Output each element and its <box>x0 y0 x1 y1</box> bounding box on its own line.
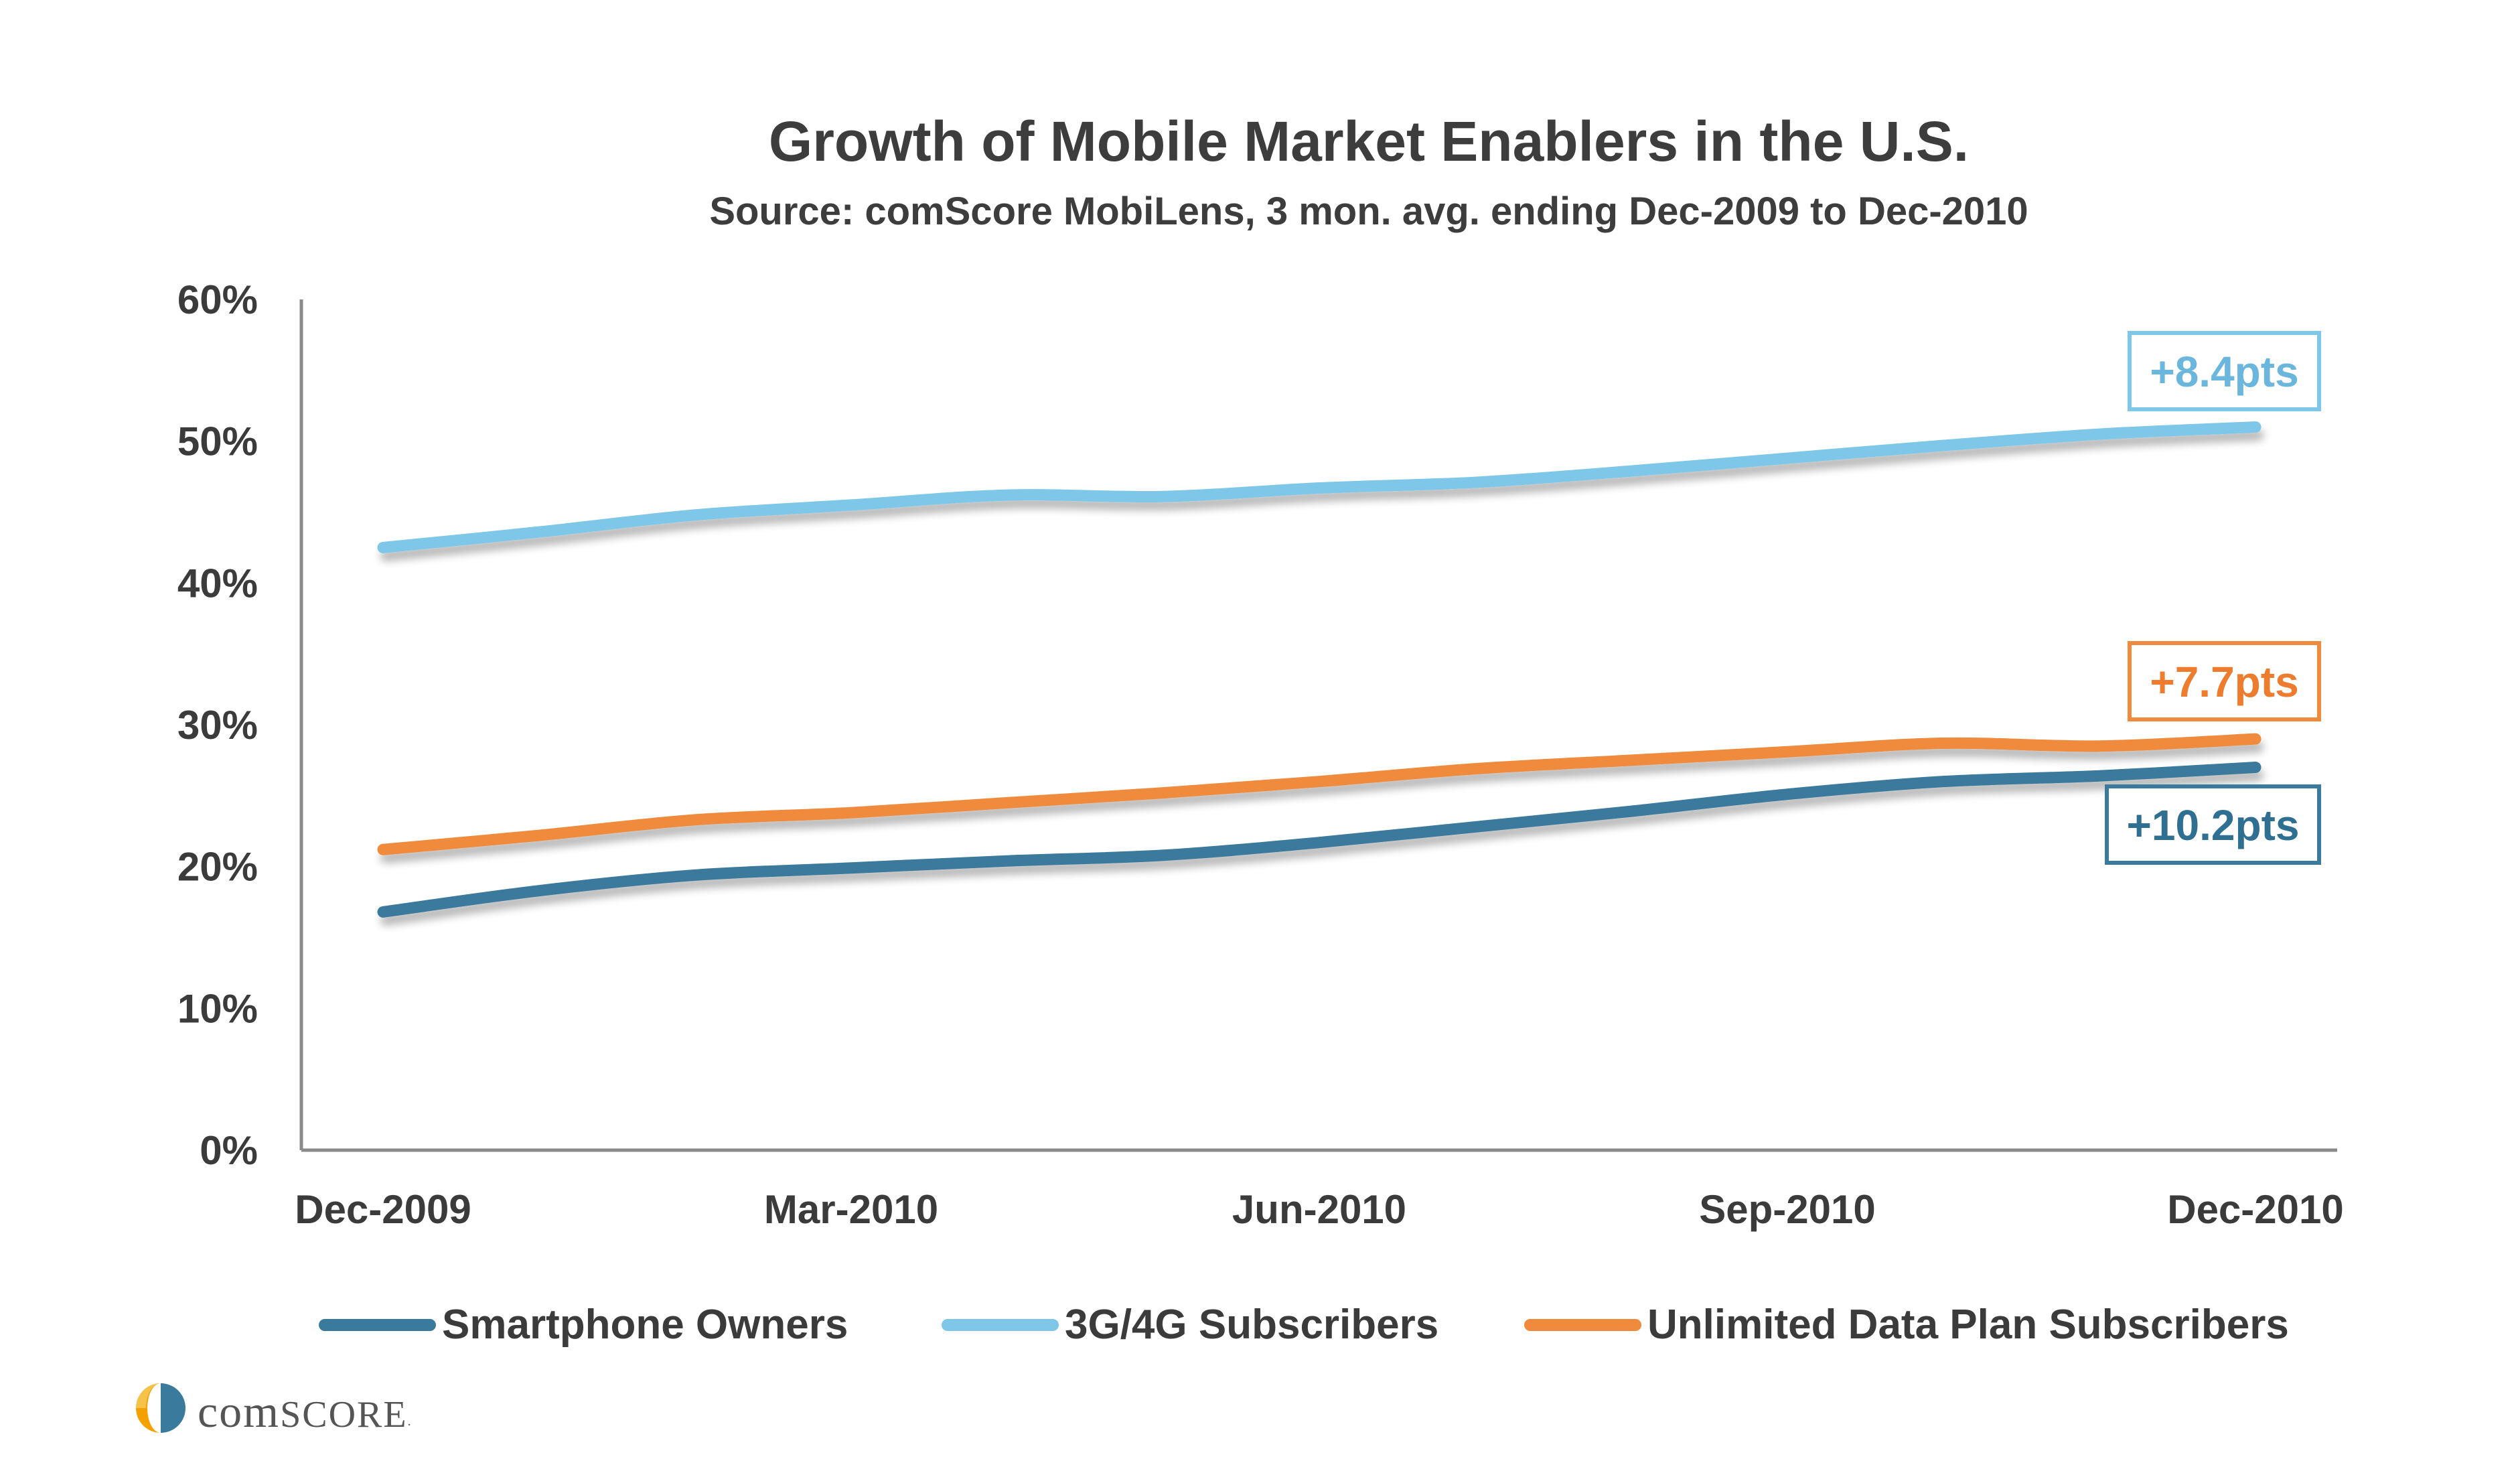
annotation-box-smartphone-owners <box>2105 784 2321 865</box>
legend-label-smartphone-owners: Smartphone Owners <box>442 1302 848 1348</box>
series-line-3g-4g-subscribers <box>377 421 2262 553</box>
chart-title: Growth of Mobile Market Enablers in the … <box>769 110 1969 173</box>
y-tick-label: 40% <box>177 561 258 606</box>
x-tick-labels: Dec-2009 Mar-2010 Jun-2010 Sep-2010 Dec-2010 <box>295 1187 2344 1232</box>
x-tick-label: Sep-2010 <box>1699 1187 1876 1232</box>
legend-item-smartphone-owners: Smartphone Owners <box>319 1302 848 1348</box>
y-tick-label: 30% <box>177 703 258 748</box>
chart-subtitle: Source: comScore MobiLens, 3 mon. avg. e… <box>709 190 2028 233</box>
legend: Smartphone Owners 3G/4G Subscribers Unli… <box>319 1302 2289 1348</box>
annotation-label-smartphone-owners: +10.2pts <box>2127 801 2300 849</box>
x-tick-label: Dec-2009 <box>295 1187 471 1232</box>
annotation-box-3g-4g-subscribers <box>2128 331 2321 411</box>
annotation-label-3g-4g-subscribers: +8.4pts <box>2150 348 2298 396</box>
y-tick-label: 50% <box>177 419 258 464</box>
series-lines <box>377 421 2262 918</box>
x-tick-label: Dec-2010 <box>2167 1187 2344 1232</box>
x-tick-label: Mar-2010 <box>764 1187 938 1232</box>
annotation-box-unlimited-data-plan-subscribers <box>2128 641 2321 721</box>
comscore-logo: comSCORE. <box>136 1383 413 1437</box>
legend-item-unlimited-data-plan-subscribers: Unlimited Data Plan Subscribers <box>1524 1302 2289 1348</box>
axes <box>299 299 2337 1152</box>
series-line-unlimited-data-plan-subscribers <box>377 733 2262 855</box>
legend-label-unlimited-data-plan-subscribers: Unlimited Data Plan Subscribers <box>1647 1302 2289 1348</box>
annotations: +8.4pts +7.7pts +10.2pts <box>2105 331 2321 865</box>
legend-label-3g4g-subscribers: 3G/4G Subscribers <box>1065 1302 1438 1348</box>
y-tick-label: 20% <box>177 845 258 890</box>
comscore-logo-text: comSCORE. <box>198 1386 413 1437</box>
y-tick-label: 10% <box>177 986 258 1031</box>
y-tick-label: 60% <box>177 277 258 322</box>
legend-item-3g4g-subscribers: 3G/4G Subscribers <box>942 1302 1438 1348</box>
annotation-label-unlimited-data-plan-subscribers: +7.7pts <box>2150 658 2298 706</box>
x-tick-label: Jun-2010 <box>1232 1187 1406 1232</box>
y-tick-label: 0% <box>200 1128 258 1173</box>
y-tick-labels: 0% 10% 20% 30% 40% 50% 60% <box>177 277 258 1173</box>
series-line-smartphone-owners <box>377 762 2262 918</box>
comscore-logo-icon <box>136 1383 186 1433</box>
